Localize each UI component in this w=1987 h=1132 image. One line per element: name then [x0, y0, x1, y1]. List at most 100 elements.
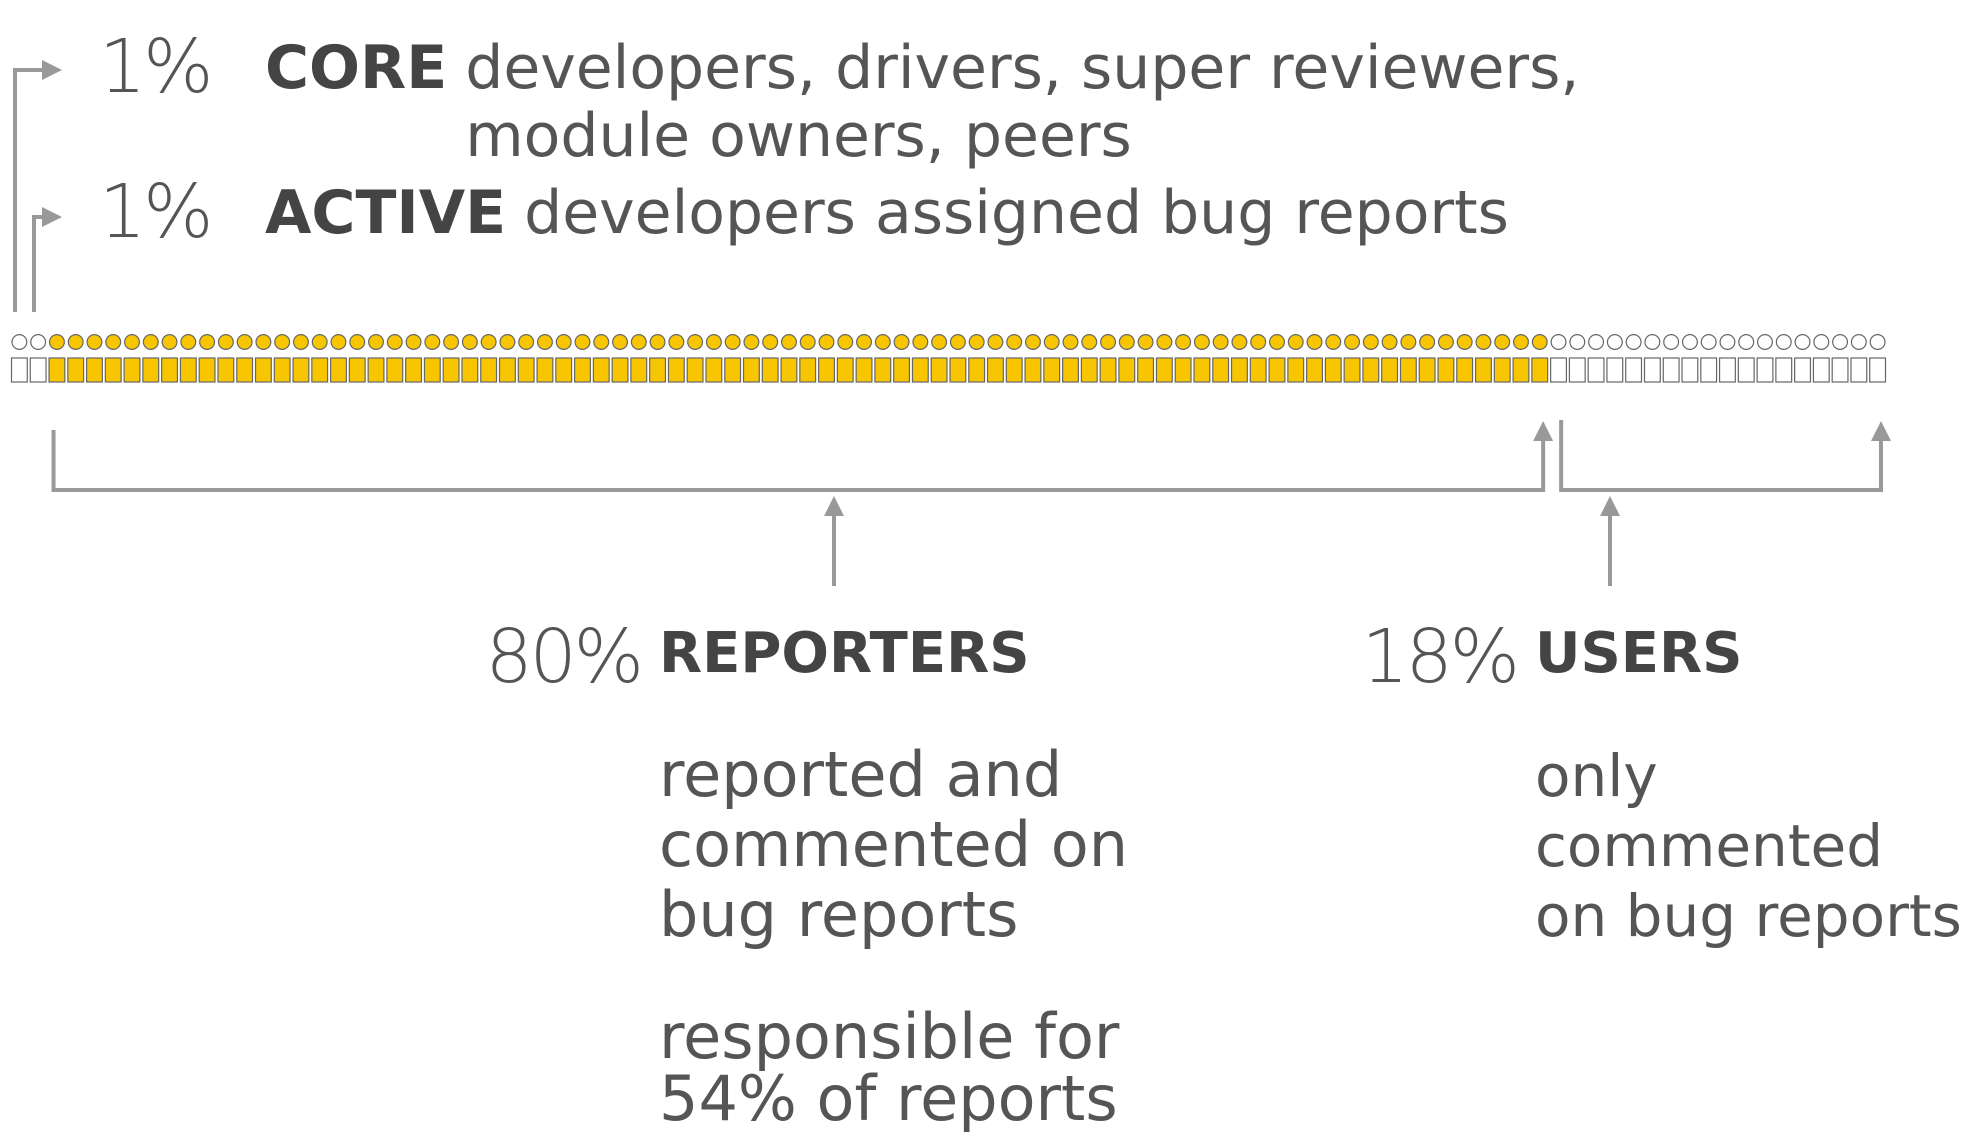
unit-head [236, 334, 253, 350]
unit-head [1663, 334, 1680, 350]
unit-body [949, 357, 967, 383]
person-unit [1324, 334, 1342, 383]
person-unit [573, 334, 591, 383]
group-description: commented on [659, 808, 1128, 881]
unit-head [856, 334, 873, 350]
unit-head [1081, 334, 1098, 350]
person-unit [1399, 334, 1417, 383]
unit-body [461, 357, 479, 383]
person-unit [1794, 334, 1812, 383]
unit-head [480, 334, 497, 350]
person-unit [893, 334, 911, 383]
unit-body [329, 357, 347, 383]
person-unit [949, 334, 967, 383]
person-unit [855, 334, 873, 383]
person-unit [630, 334, 648, 383]
unit-head [874, 334, 891, 350]
unit-body [1812, 357, 1830, 383]
unit-head [1550, 334, 1567, 350]
unit-head [1738, 334, 1755, 350]
unit-body [405, 357, 423, 383]
unit-head [536, 334, 553, 350]
person-unit [1606, 334, 1624, 383]
unit-body [761, 357, 779, 383]
person-unit [1080, 334, 1098, 383]
unit-body [1737, 357, 1755, 383]
unit-head [1268, 334, 1285, 350]
unit-body [498, 357, 516, 383]
percent-label: 1% [99, 169, 210, 255]
person-unit [1568, 334, 1586, 383]
pointer-arrow [13, 60, 62, 312]
unit-head [1419, 334, 1436, 350]
unit-head [461, 334, 478, 350]
unit-head [161, 334, 178, 350]
unit-head [837, 334, 854, 350]
person-unit [1174, 334, 1192, 383]
unit-body [1681, 357, 1699, 383]
unit-head [424, 334, 441, 350]
unit-head [443, 334, 460, 350]
person-unit [986, 334, 1004, 383]
unit-body [536, 357, 554, 383]
unit-head [124, 334, 140, 350]
unit-head [1606, 334, 1623, 350]
person-unit [67, 334, 85, 383]
unit-body [1794, 357, 1812, 383]
unit-head [499, 334, 516, 350]
person-unit [1230, 334, 1248, 383]
unit-head [931, 334, 948, 350]
person-unit [1118, 334, 1136, 383]
unit-head [593, 334, 610, 350]
unit-head [1156, 334, 1173, 350]
person-unit [1362, 334, 1380, 383]
unit-body [968, 357, 986, 383]
unit-body [1324, 357, 1342, 383]
unit-head [1062, 334, 1079, 350]
person-unit [1812, 334, 1830, 383]
person-unit [592, 334, 610, 383]
unit-body [386, 357, 404, 383]
unit-body [1550, 357, 1568, 383]
person-unit [10, 334, 28, 383]
unit-body [1718, 357, 1736, 383]
person-unit [1343, 334, 1361, 383]
unit-head [724, 334, 741, 350]
unit-head [142, 334, 159, 350]
unit-body [649, 357, 667, 383]
person-unit [968, 334, 986, 383]
unit-body [123, 357, 141, 383]
unit-head [705, 334, 722, 350]
person-unit [442, 334, 460, 383]
group-description: on bug reports [1535, 882, 1962, 950]
unit-body [1155, 357, 1173, 383]
unit-body [1306, 357, 1324, 383]
unit-head [48, 334, 65, 350]
person-unit [1587, 334, 1605, 383]
unit-body [1268, 357, 1286, 383]
unit-head [1475, 334, 1492, 350]
unit-body [724, 357, 742, 383]
unit-body [85, 357, 103, 383]
unit-body [1756, 357, 1774, 383]
unit-head [1794, 334, 1811, 350]
unit-head [912, 334, 929, 350]
unit-head [1531, 334, 1548, 350]
person-unit [329, 334, 347, 383]
unit-head [386, 334, 403, 350]
person-unit [1381, 334, 1399, 383]
person-unit [1681, 334, 1699, 383]
group-description: developers, drivers, super reviewers, [465, 33, 1579, 103]
unit-body [1606, 357, 1624, 383]
unit-head [1644, 334, 1661, 350]
person-unit [1831, 334, 1849, 383]
unit-head [105, 334, 122, 350]
unit-head [1625, 334, 1642, 350]
unit-body [1850, 357, 1868, 383]
person-unit [179, 334, 197, 383]
unit-body [217, 357, 235, 383]
group-note: responsible for [659, 1000, 1120, 1073]
group-name: REPORTERS [659, 621, 1030, 686]
person-unit [142, 334, 160, 383]
person-unit [273, 334, 291, 383]
